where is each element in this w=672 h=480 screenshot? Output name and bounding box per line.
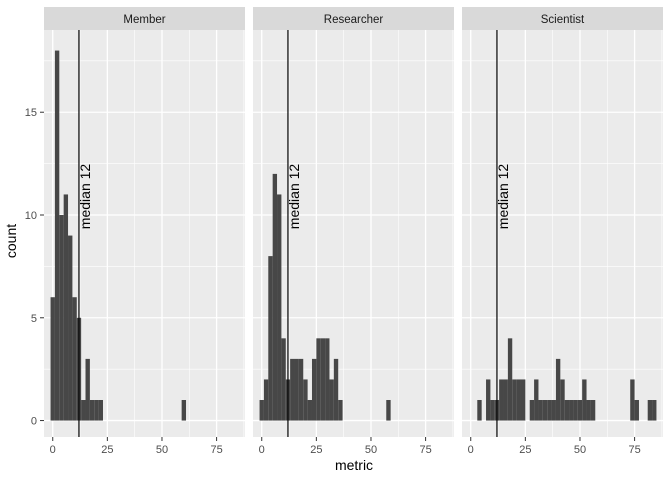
histogram-bar [516,379,521,421]
median-annotation: median 12 [495,164,511,230]
histogram-bar [72,297,77,421]
histogram-bar [303,379,308,421]
histogram-bar [259,400,264,421]
histogram-bar [547,400,552,421]
histogram-bar [89,400,95,421]
x-tick-label: 75 [419,444,431,456]
x-tick-label: 50 [156,444,168,456]
histogram-bar [181,400,187,421]
histogram-bar [569,400,574,421]
x-tick-label: 75 [210,444,222,456]
histogram-bar [311,358,317,421]
histogram-bar [290,358,295,421]
histogram-bar [490,400,495,421]
histogram-bar [277,194,282,421]
histogram-bar [386,400,391,421]
facet-strip-label: Researcher [324,14,384,26]
facet-strip-label: Member [123,14,165,26]
x-axis-title: metric [335,457,373,473]
histogram-bar [512,379,517,421]
panels-layer: 0 5 10 15 Member median 12 0 25 50 75 Researcher me… [25,7,663,456]
histogram-bar [542,400,548,421]
histogram-bar [503,379,508,421]
histogram-bar [582,379,587,421]
median-annotation: median 12 [77,164,93,230]
histogram-bar [81,400,86,421]
histogram-bar [298,358,304,421]
histogram-bar [333,358,339,421]
x-tick-label: 25 [519,444,531,456]
histogram-bar [263,379,269,421]
histogram-bar [94,400,99,421]
histogram-bar [520,379,526,421]
x-tick-label: 0 [468,444,474,456]
histogram-bar [338,400,343,421]
median-annotation: median 12 [286,164,302,230]
histogram-bar [586,400,591,421]
y-tick-label: 10 [25,210,37,222]
histogram-bar [647,400,653,421]
histogram-bar [63,194,69,421]
histogram-bar [630,379,635,421]
histogram-bar [590,400,596,421]
y-tick-label: 0 [31,416,37,428]
histogram-bar [477,400,482,421]
facet-strip [462,7,663,30]
histogram-bar [538,400,543,421]
x-tick-label: 0 [50,444,56,456]
histogram-bar [50,297,55,421]
x-tick-label: 25 [101,444,113,456]
facet-panel-researcher: Researcher median 12 0 25 50 75 [253,7,454,456]
histogram-bar [564,400,570,421]
histogram-bar [329,379,334,421]
histogram-bar [486,379,491,421]
histogram-bar [325,338,330,421]
histogram-bar [652,400,657,421]
x-tick-label: 0 [259,444,265,456]
x-tick-label: 25 [310,444,322,456]
x-tick-label: 50 [574,444,586,456]
histogram-bar [560,379,565,421]
histogram-bar [573,400,578,421]
x-tick-label: 75 [628,444,640,456]
facet-panel-member: Member median 12 0 25 50 75 [44,7,245,456]
x-tick-label: 50 [365,444,377,456]
histogram-bar [316,338,321,421]
histogram-bar [268,256,273,421]
facet-panel-scientist: Scientist median 12 0 25 50 75 [462,7,663,456]
facet-strip-label: Scientist [541,14,585,26]
histogram-bar [534,379,539,421]
histogram-bar [54,50,60,421]
histogram-bar [320,338,326,421]
panel-background [462,30,663,437]
facet-strip [44,7,245,30]
histogram-bar [577,400,583,421]
y-tick-label: 15 [25,107,37,119]
histogram-bar [507,338,513,421]
histogram-bar [68,235,73,421]
histogram-bar [98,400,103,421]
histogram-bar [59,215,64,421]
histogram-bar [499,379,504,421]
y-tick-label: 5 [31,313,37,325]
histogram-bar [634,400,639,421]
facet-strip [253,7,454,30]
histogram-bar [281,338,286,421]
histogram-bar [551,400,556,421]
histogram-bar [307,400,312,421]
histogram-bar [529,400,535,421]
histogram-bar [272,173,278,421]
histogram-bar [555,358,561,421]
histogram-bar [294,358,299,421]
y-axis-title: count [3,224,19,258]
histogram-bar [85,358,90,421]
